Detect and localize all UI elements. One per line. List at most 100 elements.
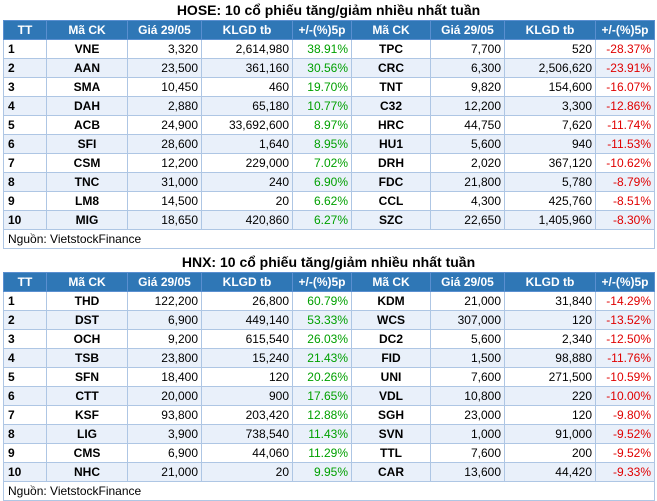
loser-change: -14.29% [595, 291, 655, 311]
table-row: 6 SFI 28,600 1,640 8.95% HU1 5,600 940 -11.53% [3, 134, 655, 154]
column-header: Mã CK [46, 20, 128, 40]
loser-volume: 367,120 [504, 153, 596, 173]
table-row: 7 CSM 12,200 229,000 7.02% DRH 2,020 367,120 -10… [3, 153, 655, 173]
loser-change: -16.07% [595, 77, 655, 97]
loser-volume: 91,000 [504, 424, 596, 444]
gainer-price: 23,500 [127, 58, 202, 78]
loser-price: 1,000 [430, 424, 505, 444]
table-row: 7 KSF 93,800 203,420 12.88% SGH 23,000 120 -9.80… [3, 405, 655, 425]
gainer-volume: 900 [201, 386, 293, 406]
loser-price: 21,800 [430, 172, 505, 192]
gainer-price: 6,900 [127, 443, 202, 463]
loser-volume: 1,405,960 [504, 210, 596, 230]
gainer-volume: 33,692,600 [201, 115, 293, 135]
loser-price: 7,600 [430, 443, 505, 463]
loser-change: -11.53% [595, 134, 655, 154]
hose-table: TT Mã CK Giá 29/05 KLGD tb +/-(%)5p Mã CK Giá … [3, 20, 655, 249]
row-number: 10 [3, 462, 47, 482]
loser-code: CAR [351, 462, 431, 482]
gainer-price: 12,200 [127, 153, 202, 173]
gainer-volume: 26,800 [201, 291, 293, 311]
table-row: 2 AAN 23,500 361,160 30.56% CRC 6,300 2,506,620… [3, 58, 655, 78]
loser-price: 4,300 [430, 191, 505, 211]
gainer-change: 8.97% [292, 115, 352, 135]
gainer-price: 18,400 [127, 367, 202, 387]
hnx-header-row: TT Mã CK Giá 29/05 KLGD tb +/-(%)5p Mã CK Giá … [3, 272, 655, 292]
table-row: 10 NHC 21,000 20 9.95% CAR 13,600 44,420 -9.33% [3, 462, 655, 482]
column-header: +/-(%)5p [595, 20, 655, 40]
row-number: 3 [3, 329, 47, 349]
gainer-volume: 2,614,980 [201, 39, 293, 59]
column-header: KLGD tb [201, 272, 293, 292]
gainer-price: 3,320 [127, 39, 202, 59]
table-row: 3 OCH 9,200 615,540 26.03% DC2 5,600 2,340 -12.5… [3, 329, 655, 349]
loser-code: CCL [351, 191, 431, 211]
gainer-volume: 229,000 [201, 153, 293, 173]
loser-volume: 2,340 [504, 329, 596, 349]
loser-change: -10.59% [595, 367, 655, 387]
column-header: KLGD tb [504, 20, 596, 40]
source-row: Nguồn: VietstockFinance [3, 229, 655, 249]
loser-code: VDL [351, 386, 431, 406]
row-number: 9 [3, 443, 47, 463]
loser-code: KDM [351, 291, 431, 311]
loser-change: -8.79% [595, 172, 655, 192]
gainer-code: LM8 [46, 191, 128, 211]
gainer-price: 18,650 [127, 210, 202, 230]
loser-code: DRH [351, 153, 431, 173]
loser-change: -9.52% [595, 443, 655, 463]
column-header: KLGD tb [201, 20, 293, 40]
loser-code: SZC [351, 210, 431, 230]
gainer-volume: 20 [201, 462, 293, 482]
gainer-volume: 240 [201, 172, 293, 192]
loser-volume: 98,880 [504, 348, 596, 368]
gainer-volume: 449,140 [201, 310, 293, 330]
gainer-price: 10,450 [127, 77, 202, 97]
gainer-volume: 15,240 [201, 348, 293, 368]
gainer-code: CSM [46, 153, 128, 173]
table-row: 5 ACB 24,900 33,692,600 8.97% HRC 44,750 7,620-… [3, 115, 655, 135]
row-number: 6 [3, 386, 47, 406]
gainer-code: DAH [46, 96, 128, 116]
loser-change: -23.91% [595, 58, 655, 78]
source-row: Nguồn: VietstockFinance [3, 481, 655, 501]
gainer-price: 14,500 [127, 191, 202, 211]
loser-price: 5,600 [430, 134, 505, 154]
column-header: Giá 29/05 [430, 20, 505, 40]
loser-price: 7,600 [430, 367, 505, 387]
table-row: 8 LIG 3,900 738,540 11.43% SVN 1,000 91,000 -9.5… [3, 424, 655, 444]
row-number: 7 [3, 153, 47, 173]
table-row: 5 SFN 18,400 120 20.26% UNI 7,600 271,500 -10.59… [3, 367, 655, 387]
loser-volume: 940 [504, 134, 596, 154]
gainer-volume: 420,860 [201, 210, 293, 230]
gainer-price: 2,880 [127, 96, 202, 116]
gainer-volume: 203,420 [201, 405, 293, 425]
hnx-title: HNX: 10 cổ phiếu tăng/giảm nhiều nhất tu… [181, 254, 476, 270]
row-number: 4 [3, 348, 47, 368]
gainer-price: 9,200 [127, 329, 202, 349]
row-number: 1 [3, 291, 47, 311]
loser-volume: 44,420 [504, 462, 596, 482]
gainer-price: 31,000 [127, 172, 202, 192]
gainer-price: 93,800 [127, 405, 202, 425]
gainer-price: 21,000 [127, 462, 202, 482]
loser-price: 307,000 [430, 310, 505, 330]
loser-change: -13.52% [595, 310, 655, 330]
loser-code: CRC [351, 58, 431, 78]
gainer-change: 8.95% [292, 134, 352, 154]
gainer-change: 26.03% [292, 329, 352, 349]
loser-price: 5,600 [430, 329, 505, 349]
column-header: Giá 29/05 [127, 20, 202, 40]
table-row: 6 CTT 20,000 900 17.65% VDL 10,800 220 -10.00% [3, 386, 655, 406]
gainer-code: KSF [46, 405, 128, 425]
gainer-code: CTT [46, 386, 128, 406]
loser-code: FID [351, 348, 431, 368]
gainer-change: 21.43% [292, 348, 352, 368]
loser-change: -12.86% [595, 96, 655, 116]
loser-change: -10.00% [595, 386, 655, 406]
row-number: 10 [3, 210, 47, 230]
column-header: Mã CK [351, 20, 431, 40]
gainer-price: 23,800 [127, 348, 202, 368]
gainer-code: CMS [46, 443, 128, 463]
gainer-volume: 460 [201, 77, 293, 97]
